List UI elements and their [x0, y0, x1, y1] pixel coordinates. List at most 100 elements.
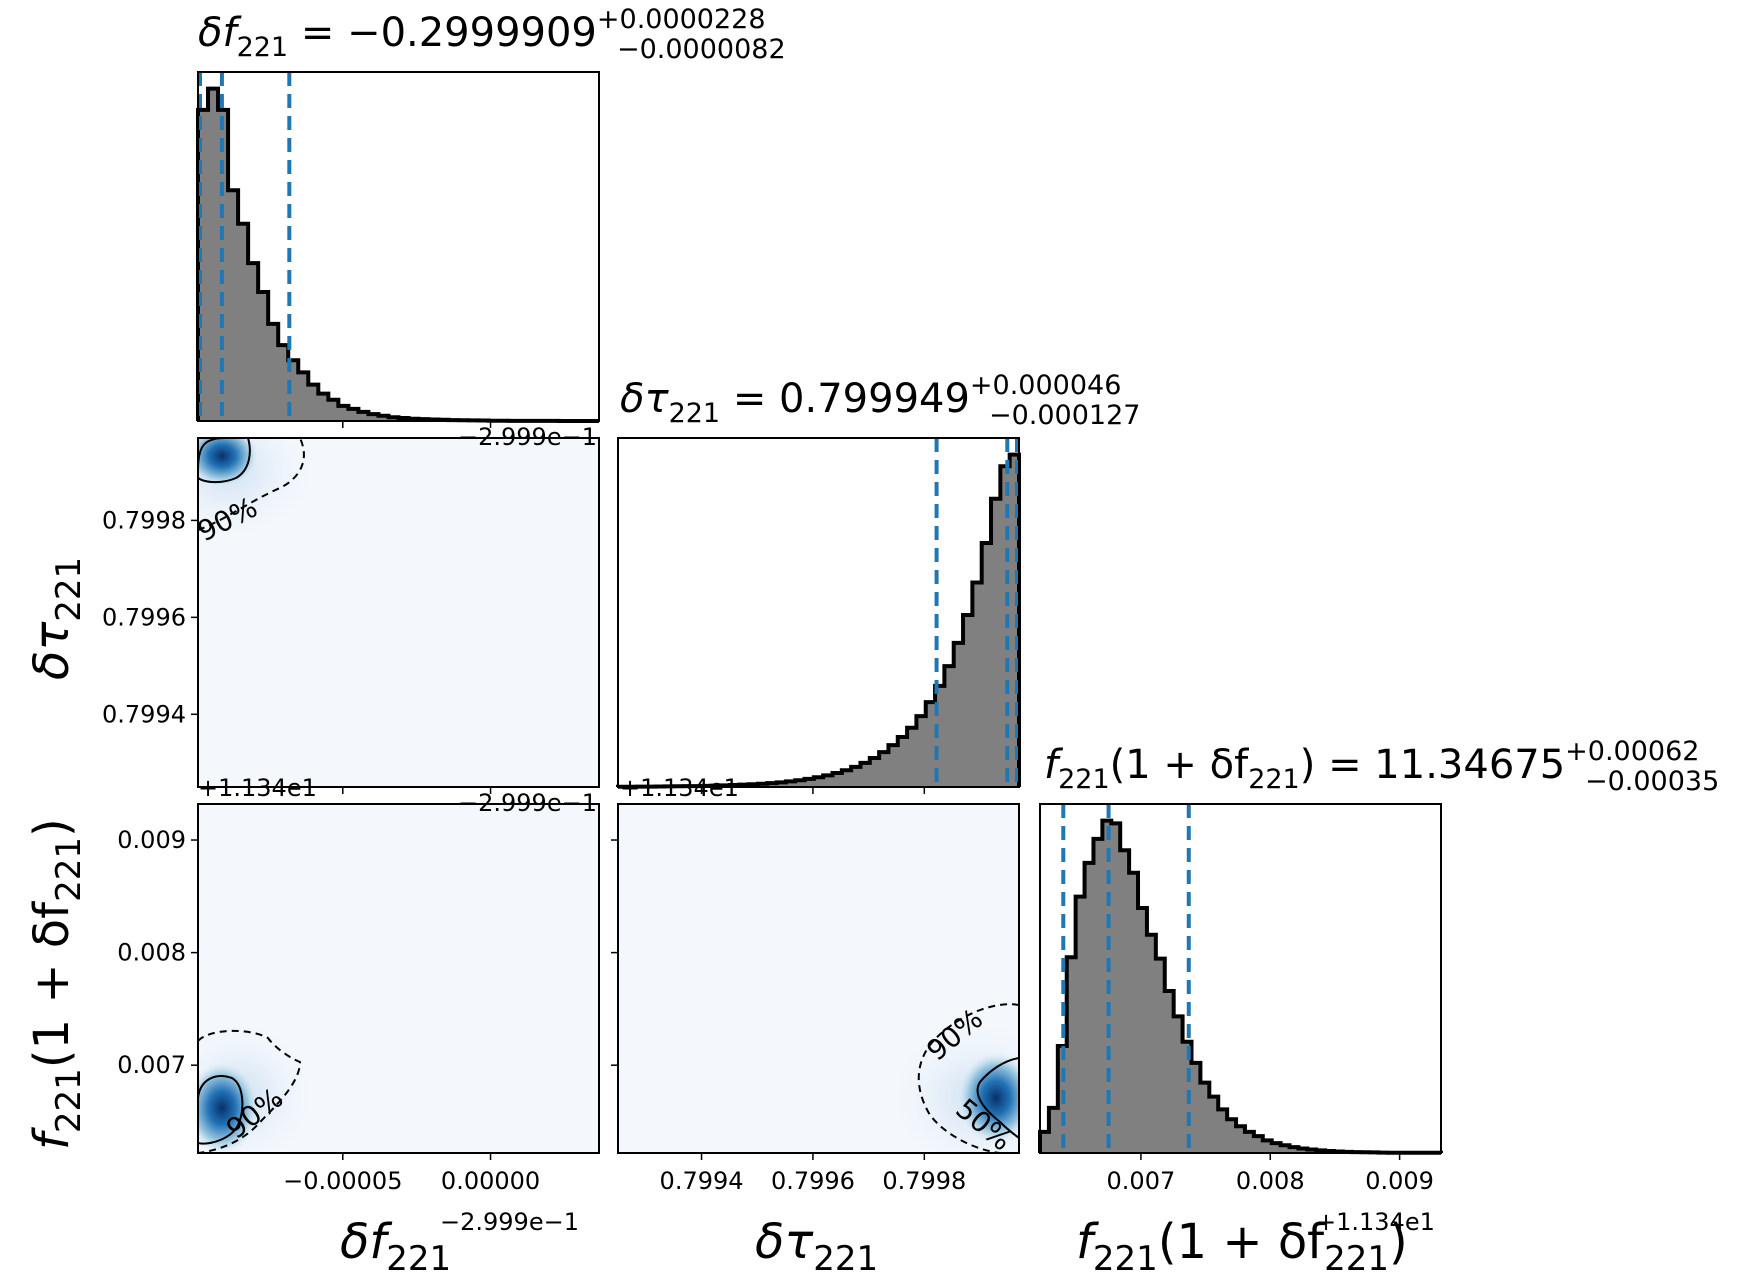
histogram-bar	[1271, 1143, 1282, 1153]
y-tick-label: 0.7998	[102, 506, 186, 534]
histogram-bar	[1129, 872, 1139, 1153]
axis-ticks: −0.00005 0.00000 0.7994 0.7996 0.7998 0.007 0.…	[102, 421, 1434, 1195]
histogram-bar	[1075, 896, 1086, 1153]
histogram-bar	[991, 498, 1001, 787]
histogram-bar	[378, 415, 389, 421]
contour-90	[198, 1029, 302, 1153]
density-core	[198, 438, 260, 488]
histogram-dtau221	[616, 452, 1021, 789]
quantile-lines	[198, 72, 1191, 1153]
histogram-bar	[308, 384, 319, 421]
histogram-bar	[238, 223, 249, 421]
histogram-bar	[1066, 957, 1077, 1153]
offset-text-df221-hidden: −2.999e−1	[458, 789, 597, 817]
histogram-bar	[368, 414, 379, 421]
histogram-bar	[841, 770, 852, 787]
histogram-bar	[916, 716, 927, 787]
histogram-bar	[1218, 1109, 1228, 1153]
histogram-bar	[804, 778, 815, 787]
histogram-bar	[298, 372, 309, 421]
histogram-bar	[348, 408, 359, 421]
histogram-bar	[1048, 1107, 1059, 1153]
histogram-bar	[328, 399, 339, 421]
offset-text-f221: +1.134e1	[620, 774, 739, 802]
histogram-bar	[1138, 907, 1148, 1153]
panel-frame-20	[197, 803, 600, 1154]
histogram-bar	[338, 405, 349, 421]
x-tick-label: 0.009	[1365, 1167, 1434, 1195]
panel-frame-22	[1039, 803, 1442, 1154]
histogram-bar	[832, 773, 843, 787]
y-tick-label: 0.7996	[102, 603, 186, 631]
histogram-bar	[358, 411, 369, 421]
histogram-bar	[963, 614, 973, 787]
x-tick-label: 0.7996	[771, 1167, 855, 1195]
offset-text-df221-hidden: −2.999e−1	[458, 423, 597, 451]
contour-90	[917, 1003, 1019, 1153]
histogram-bar	[268, 323, 279, 421]
histogram-f221	[1038, 818, 1443, 1155]
title-f221-minus: −0.00035	[1585, 766, 1719, 797]
histogram-bar	[1000, 466, 1011, 787]
x-tick-label: −0.00005	[283, 1167, 402, 1195]
histogram-bar	[1262, 1140, 1273, 1153]
histogram-bar	[1236, 1126, 1246, 1153]
x-tick-label: 0.7994	[660, 1167, 744, 1195]
histogram-bar	[1298, 1148, 1308, 1153]
histogram-bar	[925, 702, 936, 787]
y-tick-label: 0.008	[117, 939, 186, 967]
histogram-df221	[196, 86, 599, 423]
histogram-bar	[888, 745, 899, 787]
contour-50	[198, 438, 251, 484]
density-core	[956, 1050, 1019, 1146]
histogram-bar	[258, 291, 269, 421]
xlabel-dtau221: δτ221	[755, 1214, 878, 1278]
title-dtau221: δτ221 = 0.799949+0.000046	[620, 370, 1121, 429]
histogram-bar	[813, 777, 824, 787]
histogram-bar	[1191, 1062, 1201, 1153]
histogram-bar	[1253, 1136, 1264, 1153]
y-tick-label: 0.009	[117, 826, 186, 854]
histogram-bar	[248, 263, 259, 421]
contour-90	[198, 438, 305, 531]
histogram-bar	[1146, 934, 1157, 1153]
histogram-bar	[278, 345, 289, 421]
histogram-bar	[1009, 454, 1020, 787]
histogram-bar	[860, 762, 871, 787]
offset-text-df221: −2.999e−1	[440, 1208, 579, 1236]
density-core	[198, 1060, 260, 1153]
y-tick-label: 0.007	[117, 1051, 186, 1079]
histogram-bar	[879, 752, 889, 787]
histogram-bar	[1244, 1131, 1255, 1153]
panel-frame-11	[617, 437, 1020, 788]
histogram-bar	[897, 737, 908, 787]
x-tick-label: 0.00000	[441, 1167, 540, 1195]
y-tick-label: 0.7994	[102, 700, 186, 728]
histogram-bar	[318, 393, 329, 421]
histogram-bar	[1120, 850, 1130, 1153]
x-tick-label: 0.007	[1107, 1167, 1176, 1195]
histogram-bar	[907, 727, 917, 787]
histogram-bar	[1209, 1096, 1219, 1153]
histogram-bar	[785, 781, 796, 787]
title-df221-minus: −0.0000082	[617, 34, 786, 65]
histogram-bar	[1289, 1147, 1299, 1153]
x-tick-label: 0.7998	[882, 1167, 966, 1195]
histogram-bar	[851, 766, 861, 787]
histogram-bar	[981, 542, 992, 787]
histogram-bar	[972, 582, 983, 787]
panel-frame-10	[197, 437, 600, 788]
panel-frame-00	[197, 71, 600, 422]
x-tick-label: 0.008	[1236, 1167, 1305, 1195]
xlabel-df221: δf221	[340, 1214, 451, 1278]
histogram-bar	[1280, 1145, 1291, 1153]
histogram-bar	[228, 190, 239, 421]
histogram-bar	[776, 782, 787, 787]
offset-text-f221: +1.134e1	[198, 774, 317, 802]
histogram-bar	[1040, 1131, 1050, 1153]
histogram-bar	[953, 642, 964, 787]
title-df221: δf221 = −0.2999909+0.0000228	[198, 4, 766, 63]
ylabel-dtau221: δτ221	[24, 557, 89, 680]
histogram-bar	[1111, 823, 1121, 1153]
